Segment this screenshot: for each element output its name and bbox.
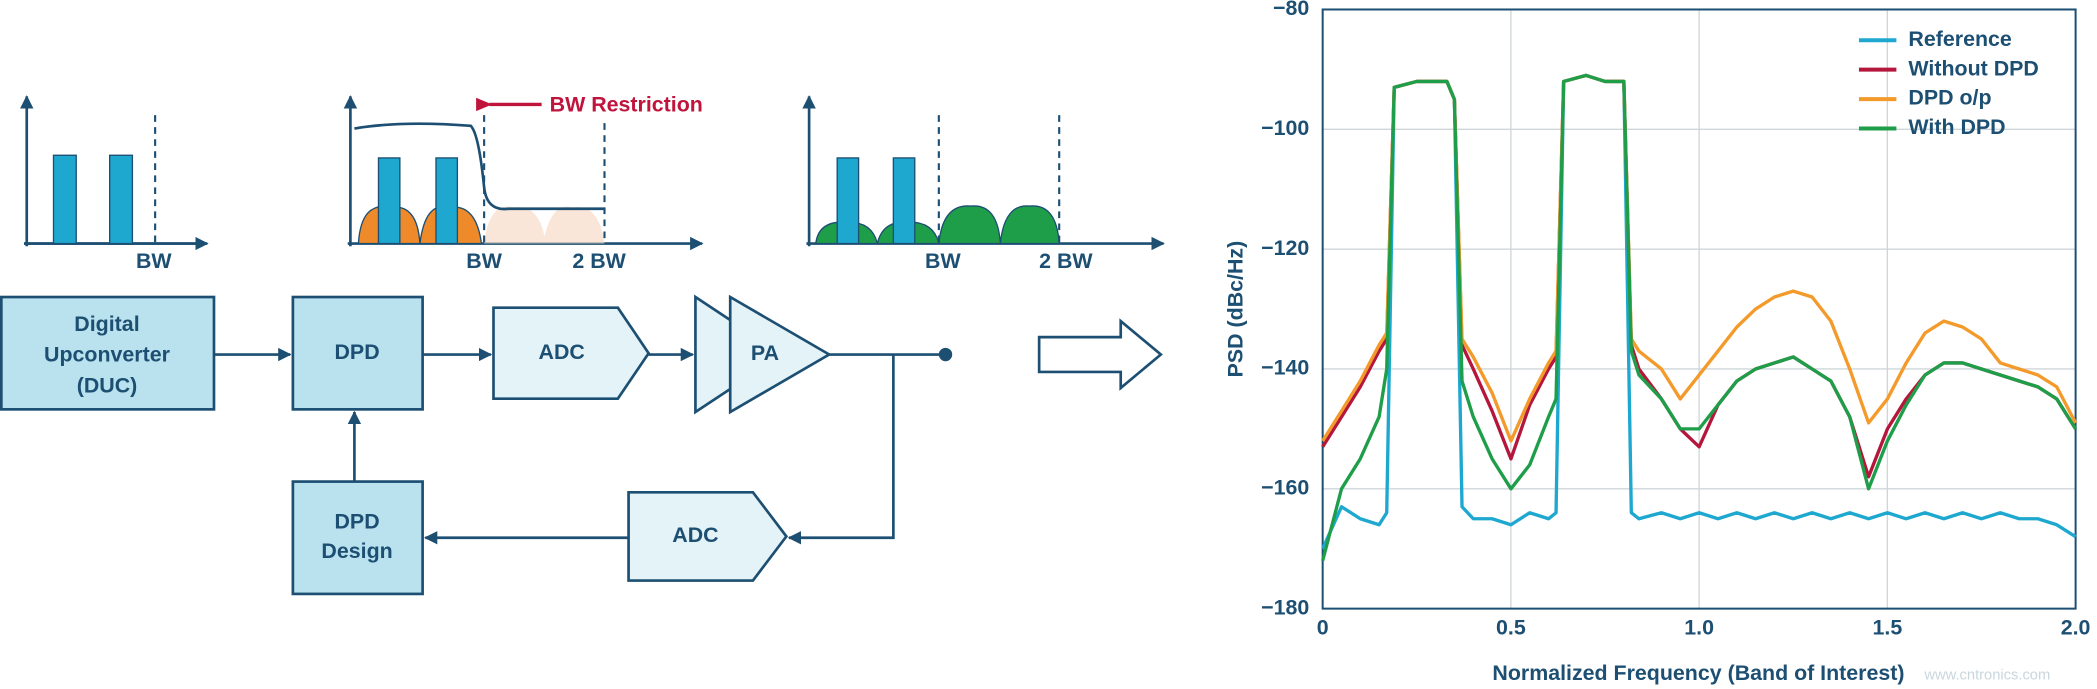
y-tick-label: −100 [1261, 116, 1309, 140]
y-tick-label: −80 [1273, 0, 1309, 20]
duc-label: Upconverter [44, 343, 170, 367]
x-tick-label: 1.5 [1873, 615, 1903, 639]
legend-label: Without DPD [1908, 56, 2038, 80]
output-node [938, 347, 953, 362]
pa-block [728, 294, 832, 415]
duc-block [0, 295, 216, 411]
y-tick-label: −160 [1261, 475, 1309, 499]
big-arrow [1037, 318, 1163, 391]
2bw-label: 2 BW [1039, 249, 1093, 273]
x-tick-label: 0 [1317, 615, 1329, 639]
arrow [787, 354, 895, 545]
x-tick-label: 1.0 [1684, 615, 1714, 639]
legend-label: Reference [1908, 27, 2011, 51]
x-axis-title: Normalized Frequency (Band of Interest) [1492, 661, 1904, 685]
adc-block [492, 306, 651, 401]
y-axis-title: PSD (dBc/Hz) [1224, 241, 1248, 378]
bw-label: BW [136, 249, 172, 273]
bw-label: BW [466, 249, 502, 273]
duc-label: (DUC) [77, 373, 138, 397]
plot-border [1321, 8, 2077, 610]
adc-label: ADC [539, 340, 585, 364]
block-diagram: BW BW Restriction BW 2 BW BW 2 BW [0, 92, 1165, 596]
legend-label: With DPD [1908, 115, 2005, 139]
watermark: www.cntronics.com [1923, 667, 2050, 683]
duc-label: Digital [74, 312, 139, 336]
legend-label: DPD o/p [1908, 86, 1991, 110]
spectrum-3: BW 2 BW [802, 95, 1165, 273]
adc-feedback-block [627, 490, 789, 582]
pa-label: PA [751, 341, 779, 365]
bw-restriction-label: BW Restriction [550, 92, 703, 116]
design-label: Design [321, 539, 392, 563]
bw-label: BW [925, 249, 961, 273]
dpd-block [291, 295, 424, 411]
spectrum-2: BW Restriction BW 2 BW [343, 92, 704, 273]
2bw-label: 2 BW [572, 249, 626, 273]
series-line [1321, 73, 2078, 562]
design-block [291, 480, 424, 596]
design-label: DPD [335, 510, 380, 534]
x-tick-label: 2.0 [2061, 615, 2091, 639]
spectrum-1: BW [24, 96, 209, 273]
x-tick-label: 0.5 [1496, 615, 1526, 639]
y-tick-label: −120 [1261, 236, 1309, 260]
chart: PSD (dBc/Hz) Normalized Frequency (Band … [1224, 0, 2091, 685]
y-tick-label: −140 [1261, 356, 1309, 380]
y-tick-label: −180 [1261, 595, 1309, 619]
adc-feedback-label: ADC [672, 523, 718, 547]
dpd-label: DPD [335, 340, 380, 364]
